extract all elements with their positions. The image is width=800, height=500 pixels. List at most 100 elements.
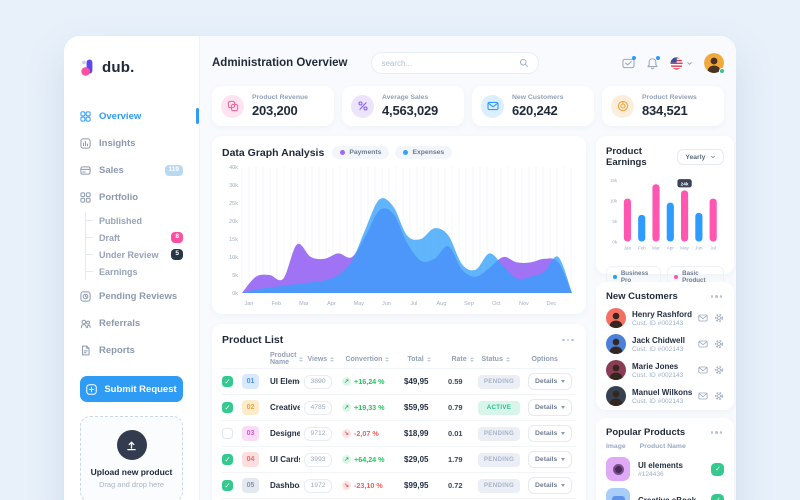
sidebar-subitem-under-review[interactable]: Under Review 5: [96, 246, 183, 263]
sidebar: dub. Overview Insights Sales 119 Portfol…: [64, 36, 200, 500]
column-header-rate[interactable]: Rate: [451, 356, 477, 363]
gear-icon[interactable]: [714, 391, 724, 401]
customer-actions: [698, 339, 724, 349]
search-input[interactable]: [381, 58, 520, 68]
chart-title: Data Graph Analysis: [222, 146, 325, 159]
details-button[interactable]: Details: [528, 451, 572, 468]
check-icon[interactable]: ✓: [711, 462, 725, 476]
product-name: Designer Components: [270, 429, 300, 438]
average-sales-icon: [351, 94, 374, 118]
row-checkbox[interactable]: ✓: [222, 480, 233, 491]
stat-value: 203,200: [252, 103, 298, 118]
bell-icon[interactable]: [646, 55, 660, 70]
trend-down-icon: ↘: [342, 429, 351, 438]
sort-icon: [385, 356, 390, 362]
active-indicator: [196, 108, 199, 124]
column-header-options[interactable]: Options: [531, 355, 558, 363]
stat-value: 4,563,029: [382, 103, 439, 118]
gear-icon[interactable]: [714, 365, 724, 375]
mail-icon[interactable]: [698, 313, 708, 323]
svg-text:Aug: Aug: [436, 301, 446, 307]
main-area: Administration Overview: [200, 36, 736, 500]
language-selector[interactable]: [670, 56, 693, 70]
chevron-down-icon: [561, 484, 565, 487]
sidebar-item-overview[interactable]: Overview: [80, 103, 199, 130]
column-header-convertion[interactable]: Convertion: [345, 356, 403, 363]
messages-icon[interactable]: [622, 55, 636, 70]
submit-request-button[interactable]: Submit Request: [80, 376, 183, 402]
portfolio-subnav: Published Draft 8 Under Review 5 Earning…: [85, 212, 183, 280]
legend-payments[interactable]: Payments: [332, 146, 390, 159]
sidebar-item-insights[interactable]: Insights: [80, 130, 183, 157]
table-header-row: Product Name Views Convertion Total Rate Stat…: [222, 350, 576, 368]
more-icon[interactable]: [709, 429, 725, 436]
mail-icon[interactable]: [698, 365, 708, 375]
customer-name: Marie Jones: [632, 361, 679, 371]
popular-products-card: Popular Products Image Product Name UI e…: [596, 418, 735, 500]
sidebar-subitem-draft[interactable]: Draft 8: [96, 229, 183, 246]
search-box: [371, 52, 540, 74]
more-icon[interactable]: [560, 337, 576, 344]
gear-icon[interactable]: [714, 339, 724, 349]
svg-text:15k: 15k: [610, 178, 618, 183]
count-badge: 119: [164, 165, 183, 176]
mail-icon[interactable]: [698, 391, 708, 401]
sort-icon: [505, 356, 510, 362]
details-button[interactable]: Details: [528, 373, 572, 390]
total-value: $99,95: [404, 481, 429, 490]
row-checkbox[interactable]: ✓: [222, 454, 233, 465]
upload-dropzone[interactable]: Upload new product Drag and drop here: [80, 416, 183, 500]
stat-value: 620,242: [512, 103, 558, 118]
product-earnings-card: Product Earnings Yearly 15k 10k 5k 0k Jan Feb…: [596, 136, 735, 288]
area-chart: 40k 30k 25k 20k 15k 10k 5k 0k Jan Feb Mar Apr May Jun…: [222, 161, 576, 312]
customer-actions: [698, 313, 724, 323]
customer-name: Manuel Wilkons: [632, 387, 693, 397]
views-value: 4785: [304, 400, 332, 415]
svg-text:May: May: [680, 246, 689, 251]
sidebar-item-sales[interactable]: Sales 119: [80, 157, 183, 184]
svg-text:Jan: Jan: [244, 301, 253, 307]
stat-label: New Customers: [512, 94, 564, 101]
gear-icon[interactable]: [714, 313, 724, 323]
user-avatar[interactable]: [704, 53, 725, 74]
legend-expenses[interactable]: Expenses: [395, 146, 453, 159]
svg-text:10k: 10k: [610, 198, 618, 203]
svg-text:40k: 40k: [229, 165, 238, 171]
svg-text:May: May: [354, 301, 365, 307]
popular-col-image: Image: [606, 443, 626, 450]
column-header-product-name[interactable]: Product Name: [270, 352, 304, 366]
details-button[interactable]: Details: [528, 399, 572, 416]
check-icon[interactable]: ✓: [711, 493, 725, 500]
content: Data Graph Analysis Payments Expenses 40…: [212, 136, 735, 500]
count-badge: 5: [171, 249, 183, 260]
stat-card-product-reviews: Product Reviews 834,521: [602, 86, 724, 126]
sidebar-subitem-earnings[interactable]: Earnings: [96, 263, 183, 280]
product-list-header: Product List: [222, 334, 576, 346]
column-header-total[interactable]: Total: [407, 356, 447, 363]
column-header-views[interactable]: Views: [307, 356, 341, 363]
svg-text:Jun: Jun: [382, 301, 391, 307]
sidebar-item-reports[interactable]: Reports: [80, 337, 183, 364]
row-checkbox[interactable]: ✓: [222, 402, 233, 413]
sidebar-subitem-published[interactable]: Published: [96, 212, 183, 229]
more-icon[interactable]: [709, 293, 725, 300]
details-button[interactable]: Details: [528, 425, 572, 442]
customer-id: Cust. ID #002143: [632, 397, 684, 405]
row-checkbox[interactable]: [222, 428, 233, 439]
popular-title: Popular Products: [606, 427, 686, 438]
details-button[interactable]: Details: [528, 477, 572, 494]
subitem-label: Draft: [99, 232, 121, 243]
us-flag-icon: [670, 56, 683, 70]
chevron-down-icon: [561, 458, 565, 461]
sidebar-item-portfolio[interactable]: Portfolio: [80, 184, 183, 211]
mail-icon[interactable]: [698, 339, 708, 349]
period-dropdown[interactable]: Yearly: [677, 149, 725, 165]
status-badge: PENDING: [478, 452, 520, 467]
row-checkbox[interactable]: ✓: [222, 376, 233, 387]
column-header-status[interactable]: Status: [481, 356, 527, 363]
sidebar-item-referrals[interactable]: Referrals: [80, 310, 183, 337]
total-value: $59,95: [404, 403, 429, 412]
svg-text:10k: 10k: [229, 255, 238, 261]
sidebar-item-pending-reviews[interactable]: Pending Reviews: [80, 283, 183, 310]
